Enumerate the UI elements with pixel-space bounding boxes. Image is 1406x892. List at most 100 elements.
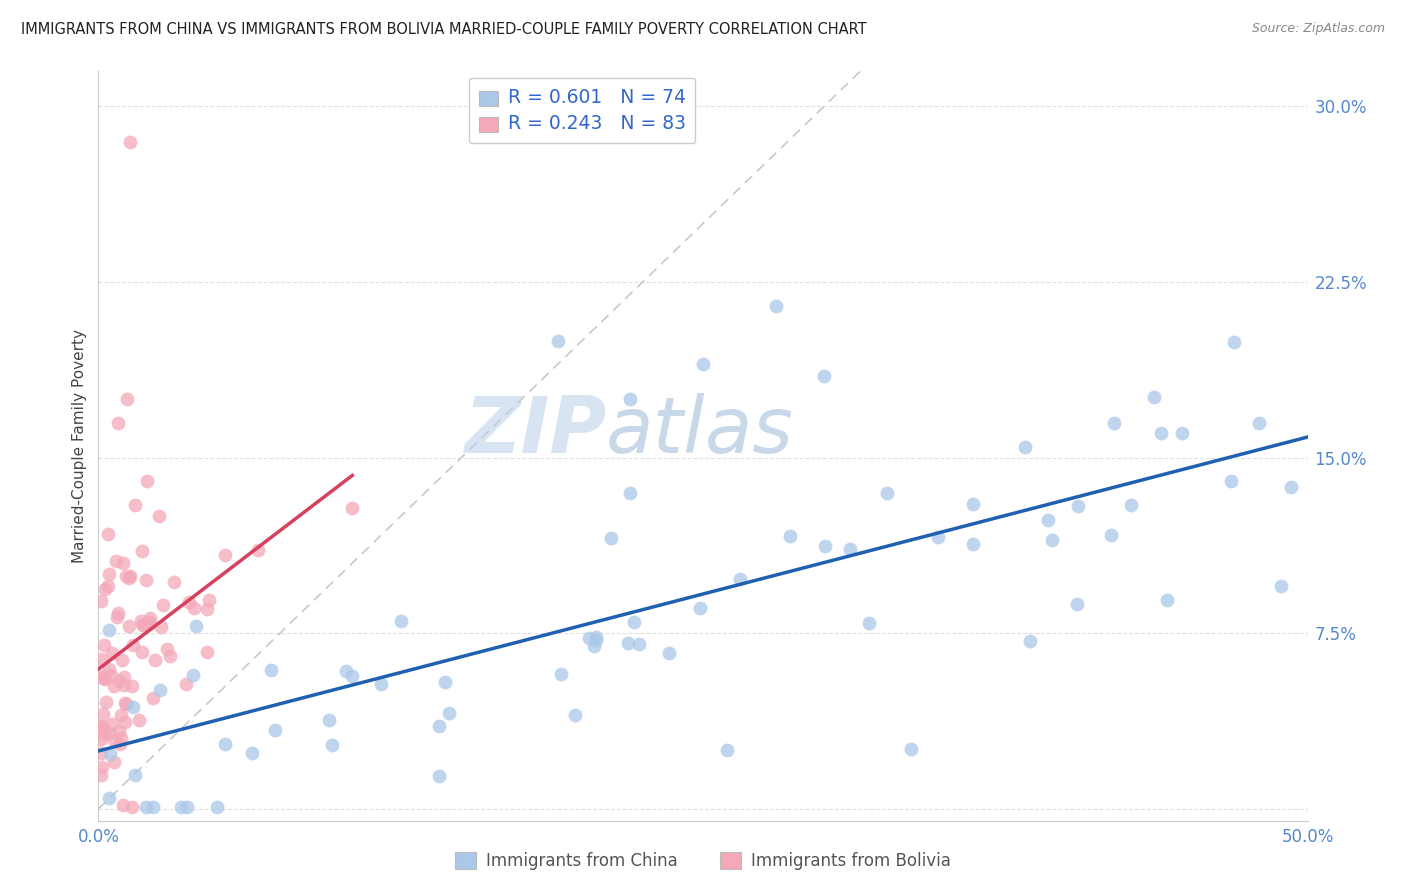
Point [138,615,160,629]
Point [152,598,174,612]
Point [114,697,136,711]
Point [117,392,139,407]
Point [148,509,170,524]
Point [114,714,136,729]
Point [98,725,121,739]
Point [124,498,146,512]
Y-axis label: Married-Couple Family Poverty: Married-Couple Family Poverty [72,329,87,563]
Point [101,717,124,731]
Point [247,542,270,557]
Point [195,602,218,616]
Point [184,619,207,633]
Point [107,724,129,739]
Point [427,719,450,733]
Point [135,474,157,488]
Point [214,549,236,563]
Point [111,798,134,813]
Point [692,357,714,371]
Point [90,746,112,760]
Point [91,719,114,733]
Point [163,575,186,590]
Point [205,799,228,814]
Point [110,731,132,745]
Point [98,662,121,676]
Point [1040,533,1063,547]
Point [962,497,984,511]
Point [335,664,357,678]
Point [179,595,201,609]
Point [170,799,193,814]
Point [1223,335,1246,350]
Point [143,653,166,667]
Text: atlas: atlas [606,393,794,469]
Point [619,485,641,500]
Point [114,696,136,710]
Point [619,392,641,407]
Point [623,615,645,629]
Point [838,541,860,556]
Point [111,556,134,570]
Point [264,723,287,737]
Point [159,649,181,664]
Point [117,571,139,585]
Point [97,791,120,805]
Point [93,727,115,741]
Point [550,667,572,681]
Point [122,638,145,652]
Point [260,663,283,677]
Point [135,574,157,588]
Point [1156,592,1178,607]
Point [689,601,711,615]
Point [765,298,787,313]
Point [1119,498,1142,512]
Point [124,768,146,782]
Point [112,678,135,692]
Point [156,642,179,657]
Point [100,646,122,660]
Point [91,706,114,721]
Point [135,799,157,814]
Point [105,610,128,624]
Point [118,619,141,633]
Point [1066,499,1088,513]
Point [321,738,343,752]
Point [97,580,120,594]
Point [1102,416,1125,430]
Point [1270,579,1292,593]
Point [90,768,112,782]
Point [94,672,117,686]
Point [90,722,112,736]
Point [129,614,152,628]
Point [195,645,218,659]
Point [174,676,197,690]
Point [104,554,127,568]
Point [1019,633,1042,648]
Point [370,677,392,691]
Point [107,416,129,430]
Point [121,799,143,814]
Point [1014,440,1036,454]
Point [103,755,125,769]
Point [658,646,681,660]
Point [1149,426,1171,441]
Point [131,544,153,558]
Point [96,694,118,708]
Point [779,529,801,543]
Point [564,707,586,722]
Point [813,368,835,383]
Point [142,691,165,706]
Point [97,527,120,541]
Point [91,672,114,686]
Point [97,566,120,581]
Point [240,747,263,761]
Point [1219,474,1241,488]
Point [616,636,638,650]
Point [716,743,738,757]
Point [340,669,363,683]
Point [1279,480,1302,494]
Legend: Immigrants from China, Immigrants from Bolivia: Immigrants from China, Immigrants from B… [449,845,957,877]
Point [547,334,569,348]
Point [91,760,114,774]
Point [600,532,623,546]
Point [103,733,125,747]
